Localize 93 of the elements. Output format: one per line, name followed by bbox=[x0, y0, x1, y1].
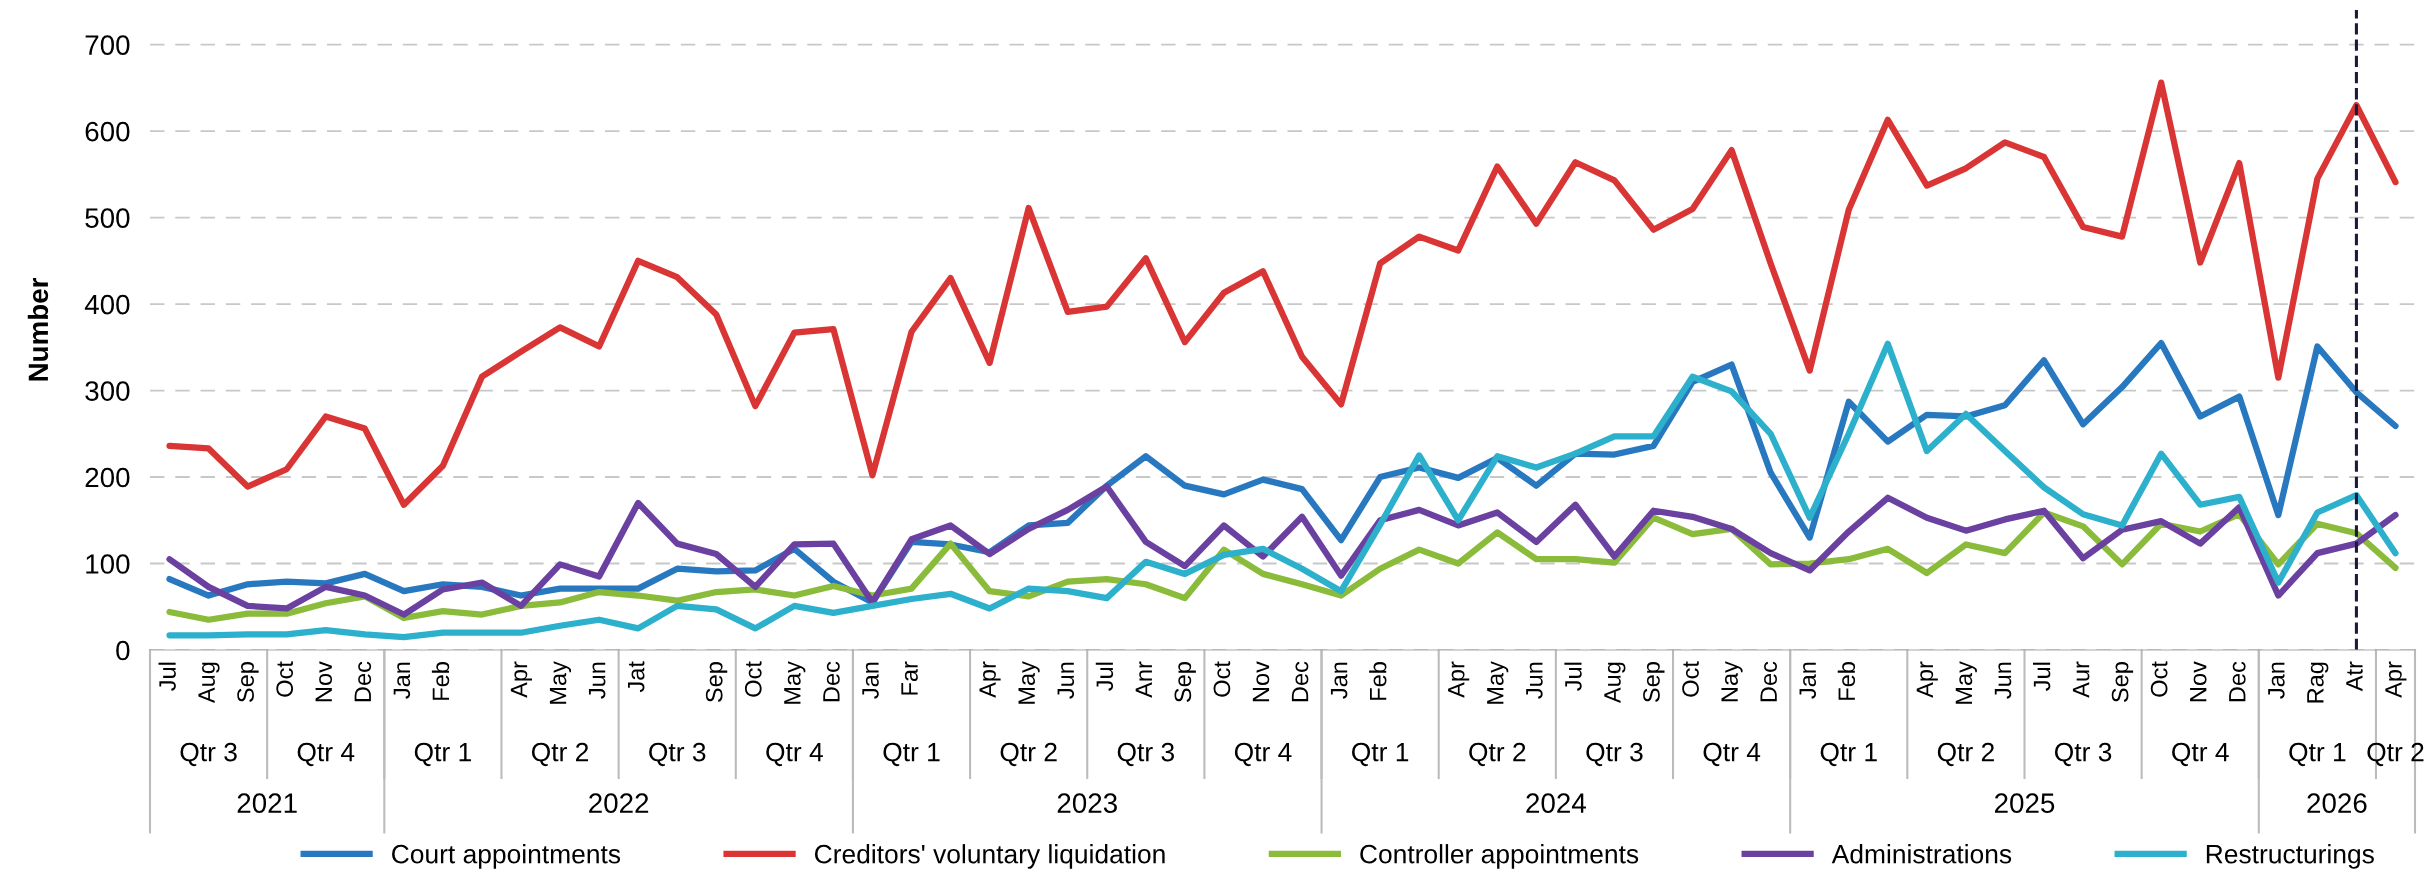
text: 2024 bbox=[1526, 793, 1586, 813]
x-tick-label: Far bbox=[901, 661, 918, 695]
x-tick-label: Nov bbox=[1252, 661, 1270, 702]
y-axis-title: Number bbox=[27, 277, 49, 381]
x-tick-label: Dec bbox=[1760, 661, 1777, 702]
x-tick-label: Apr bbox=[1448, 661, 1470, 698]
x-tick-label: Sep bbox=[1643, 662, 1665, 703]
x-tick-label: Nov bbox=[2190, 661, 2207, 702]
x-tick-label: Jun bbox=[1057, 662, 1075, 699]
legend-label: Restructurings bbox=[2206, 844, 2374, 869]
legend-label: Controller appointments bbox=[1360, 844, 1639, 869]
text: 2023 bbox=[1057, 793, 1117, 813]
x-tick-label: Sep bbox=[237, 662, 259, 703]
x-tick-label: Feb bbox=[1369, 662, 1387, 700]
text: Qtr 3 bbox=[180, 742, 237, 767]
x-tick-label: Jun bbox=[1994, 662, 2012, 699]
x-tick-label: Jul bbox=[1095, 662, 1114, 691]
y-tick-label: 200 bbox=[85, 467, 130, 488]
y-tick-label: 300 bbox=[85, 381, 130, 401]
x-tick-label: Feb bbox=[431, 662, 450, 700]
y-tick-label: 600 bbox=[85, 121, 130, 142]
x-tick-label: Aur bbox=[2072, 661, 2090, 698]
x-tick-label: Jul bbox=[158, 662, 176, 691]
x-tick-label: Dec bbox=[1291, 661, 1309, 702]
text: Qtr 2 bbox=[2367, 742, 2424, 767]
x-tick-label: Oct bbox=[2150, 661, 2168, 697]
x-tick-label: Jun bbox=[588, 662, 606, 699]
y-tick-label: 100 bbox=[86, 554, 130, 574]
x-tick-label: Jat bbox=[628, 661, 645, 693]
text: 2021 bbox=[237, 793, 297, 813]
x-tick-label: May bbox=[1487, 661, 1509, 704]
x-tick-label: Sep bbox=[1174, 662, 1196, 703]
text: Qtr 4 bbox=[766, 742, 823, 767]
x-tick-label: Nov bbox=[315, 661, 333, 702]
x-tick-label: Jan bbox=[393, 662, 411, 699]
x-tick-label: Sep bbox=[2111, 662, 2134, 703]
x-tick-label: Dec bbox=[2229, 661, 2246, 702]
y-tick-label: 700 bbox=[85, 35, 130, 55]
text: Qtr 2 bbox=[1937, 742, 1994, 767]
x-tick-label: Jun bbox=[1526, 662, 1543, 699]
text: Qtr 1 bbox=[1352, 742, 1409, 767]
x-tick-label: Atr bbox=[2346, 661, 2363, 692]
text: 2026 bbox=[2307, 793, 2367, 813]
x-tick-label: Apr bbox=[2385, 661, 2407, 698]
x-tick-label: May bbox=[1955, 661, 1977, 704]
x-tick-label: May bbox=[549, 661, 572, 704]
x-tick-label: Dec bbox=[823, 661, 840, 702]
y-tick-label: 0 bbox=[116, 640, 130, 661]
text: Qtr 4 bbox=[1703, 742, 1761, 767]
x-tick-label: Apr bbox=[1916, 661, 1938, 698]
x-tick-label: May bbox=[1018, 661, 1040, 704]
text: Qtr 1 bbox=[414, 742, 471, 767]
text: Qtr 3 bbox=[1117, 742, 1174, 767]
x-tick-label: Oct bbox=[276, 661, 294, 697]
x-tick-label: Sep bbox=[705, 662, 728, 703]
x-tick-label: Rag bbox=[2307, 662, 2329, 703]
legend-label: Creditors' voluntary liquidation bbox=[814, 844, 1165, 869]
legend-label: Court appointments bbox=[392, 844, 621, 869]
text: Qtr 2 bbox=[1469, 742, 1526, 767]
text: Qtr 1 bbox=[2289, 742, 2346, 767]
text: Qtr 1 bbox=[1820, 742, 1877, 767]
text: Qtr 2 bbox=[531, 742, 589, 767]
x-tick-label: Jan bbox=[1330, 662, 1348, 699]
x-tick-label: Jan bbox=[862, 662, 879, 699]
x-tick-label: Jul bbox=[2033, 662, 2051, 691]
x-tick-label: Feb bbox=[1837, 662, 1856, 700]
text: Qtr 2 bbox=[1000, 742, 1057, 767]
x-tick-label: Apr bbox=[510, 661, 532, 698]
x-tick-label: Aug bbox=[198, 662, 220, 704]
x-tick-label: Dec bbox=[354, 661, 372, 702]
legend-label: Administrations bbox=[1831, 844, 2012, 864]
text: 2022 bbox=[589, 793, 649, 813]
y-tick-label: 500 bbox=[85, 208, 130, 228]
x-tick-label: Jul bbox=[1564, 662, 1582, 691]
x-tick-label: Jan bbox=[1799, 662, 1817, 699]
text: 2025 bbox=[1994, 793, 2055, 813]
x-tick-label: Nay bbox=[1721, 661, 1743, 702]
text: Qtr 4 bbox=[297, 742, 355, 767]
x-tick-label: Oct bbox=[1213, 661, 1231, 697]
y-tick-label: 400 bbox=[84, 294, 130, 315]
text: Qtr 4 bbox=[2172, 742, 2229, 767]
x-tick-label: Jan bbox=[2268, 662, 2285, 699]
text: Qtr 3 bbox=[649, 742, 706, 767]
x-tick-label: Anr bbox=[1135, 661, 1152, 698]
x-tick-label: Oct bbox=[744, 661, 762, 697]
text: Qtr 1 bbox=[883, 742, 940, 767]
text: Qtr 3 bbox=[2054, 742, 2112, 767]
x-tick-label: Oct bbox=[1682, 661, 1699, 697]
x-tick-label: May bbox=[784, 661, 806, 704]
x-tick-label: Aug bbox=[1604, 662, 1626, 704]
text: Qtr 4 bbox=[1234, 742, 1292, 767]
text: Qtr 3 bbox=[1586, 742, 1643, 767]
x-tick-label: Apr bbox=[979, 661, 1001, 698]
